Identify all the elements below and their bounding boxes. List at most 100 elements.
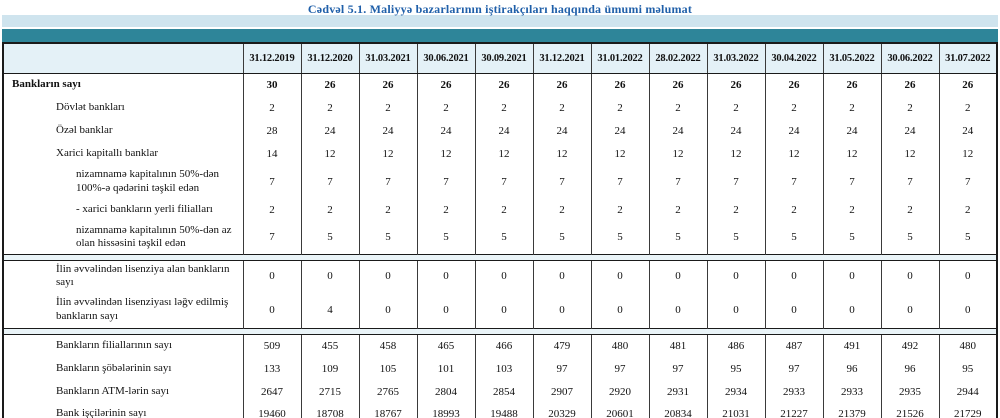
data-cell: 21729 <box>938 403 998 418</box>
row-label: Bankların filiallarının sayı <box>2 334 244 357</box>
data-cell: 7 <box>648 165 708 198</box>
decorative-bar-gap <box>2 27 998 29</box>
data-cell: 2 <box>358 96 418 119</box>
data-cell: 2 <box>300 96 360 119</box>
data-cell: 24 <box>648 119 708 142</box>
data-cell: 455 <box>300 334 360 357</box>
table-row: Özəl banklar 28 24 24 24 24 24 24 24 24 24 24 24 24 <box>2 119 998 142</box>
data-cell: 0 <box>474 260 534 292</box>
column-header: 31.01.2022 <box>590 43 650 74</box>
data-cell: 20329 <box>532 403 592 418</box>
column-header: 30.06.2021 <box>416 43 476 74</box>
data-cell: 21379 <box>822 403 882 418</box>
data-cell: 0 <box>764 260 824 292</box>
data-cell: 26 <box>648 73 708 96</box>
data-cell: 5 <box>532 221 592 254</box>
table-title: Cədvəl 5.1. Maliyyə bazarlarının iştirak… <box>307 2 693 16</box>
data-cell: 7 <box>300 165 360 198</box>
row-label: Bankların şöbələrinin sayı <box>2 357 244 380</box>
section-separator-band <box>3 327 997 335</box>
data-cell: 2 <box>590 198 650 221</box>
data-cell: 2934 <box>706 380 766 403</box>
table-row: Bankların sayı 30 26 26 26 26 26 26 26 26 26 26 26 26 <box>2 73 998 96</box>
data-cell: 0 <box>648 292 708 328</box>
data-cell: 5 <box>300 221 360 254</box>
row-label: - xarici bankların yerli filialları <box>2 198 244 221</box>
data-cell: 2 <box>938 198 998 221</box>
data-cell: 12 <box>706 142 766 165</box>
data-cell: 26 <box>880 73 940 96</box>
row-label: Özəl banklar <box>2 119 244 142</box>
data-cell: 0 <box>242 260 302 292</box>
data-cell: 0 <box>532 260 592 292</box>
data-cell: 26 <box>300 73 360 96</box>
data-cell: 465 <box>416 334 476 357</box>
data-cell: 109 <box>300 357 360 380</box>
data-cell: 103 <box>474 357 534 380</box>
data-cell: 133 <box>242 357 302 380</box>
data-cell: 0 <box>300 260 360 292</box>
statistics-table: 31.12.2019 31.12.2020 31.03.2021 30.06.2021… <box>2 42 998 418</box>
table-row: - xarici bankların yerli filialları 2 2 2 2 2… <box>2 198 998 221</box>
data-cell: 96 <box>880 357 940 380</box>
data-cell: 491 <box>822 334 882 357</box>
data-cell: 2 <box>764 198 824 221</box>
row-label: nizamnamə kapitalının 50%-dən az olan hi… <box>2 221 244 254</box>
data-cell: 2715 <box>300 380 360 403</box>
row-label: Dövlət bankları <box>2 96 244 119</box>
data-cell: 5 <box>474 221 534 254</box>
data-cell: 14 <box>242 142 302 165</box>
data-cell: 7 <box>938 165 998 198</box>
decorative-bar-light <box>2 15 998 27</box>
data-cell: 492 <box>880 334 940 357</box>
row-label: nizamnamə kapitalının 50%-dən 100%-ə qəd… <box>2 165 244 198</box>
data-cell: 0 <box>242 292 302 328</box>
column-header: 30.09.2021 <box>474 43 534 74</box>
row-label: Bankların ATM-lərin sayı <box>2 380 244 403</box>
column-header: 30.06.2022 <box>880 43 940 74</box>
data-cell: 18993 <box>416 403 476 418</box>
data-cell: 0 <box>706 292 766 328</box>
data-cell: 0 <box>532 292 592 328</box>
data-cell: 12 <box>590 142 650 165</box>
data-cell: 2935 <box>880 380 940 403</box>
column-header: 31.12.2019 <box>242 43 302 74</box>
decorative-bar-teal <box>2 29 998 42</box>
data-cell: 97 <box>764 357 824 380</box>
data-cell: 2 <box>416 96 476 119</box>
data-cell: 97 <box>532 357 592 380</box>
column-header: 31.12.2021 <box>532 43 592 74</box>
column-header: 31.12.2020 <box>300 43 360 74</box>
data-cell: 12 <box>648 142 708 165</box>
row-label: Bank işçilərinin sayı <box>2 403 244 418</box>
data-cell: 2 <box>300 198 360 221</box>
data-cell: 12 <box>880 142 940 165</box>
data-cell: 24 <box>474 119 534 142</box>
row-label: İlin əvvəlindən lisenziyası ləğv edilmiş… <box>2 292 244 328</box>
header-row: 31.12.2019 31.12.2020 31.03.2021 30.06.2021… <box>2 43 998 74</box>
data-cell: 2 <box>648 96 708 119</box>
row-label: Bankların sayı <box>2 73 244 96</box>
data-cell: 12 <box>416 142 476 165</box>
data-cell: 0 <box>880 292 940 328</box>
data-cell: 26 <box>764 73 824 96</box>
data-cell: 487 <box>764 334 824 357</box>
data-cell: 24 <box>938 119 998 142</box>
data-cell: 26 <box>358 73 418 96</box>
data-cell: 0 <box>358 292 418 328</box>
table-row: Bankların filiallarının sayı 509 455 458 465… <box>2 334 998 357</box>
data-cell: 12 <box>300 142 360 165</box>
data-cell: 26 <box>590 73 650 96</box>
data-cell: 96 <box>822 357 882 380</box>
data-cell: 2 <box>938 96 998 119</box>
data-cell: 5 <box>590 221 650 254</box>
data-cell: 0 <box>416 292 476 328</box>
data-cell: 7 <box>532 165 592 198</box>
data-cell: 24 <box>416 119 476 142</box>
data-cell: 2920 <box>590 380 650 403</box>
data-cell: 7 <box>358 165 418 198</box>
column-header: 31.03.2021 <box>358 43 418 74</box>
table-row: İlin əvvəlindən lisenziya alan bankların… <box>2 260 998 292</box>
data-cell: 479 <box>532 334 592 357</box>
column-header: 30.04.2022 <box>764 43 824 74</box>
